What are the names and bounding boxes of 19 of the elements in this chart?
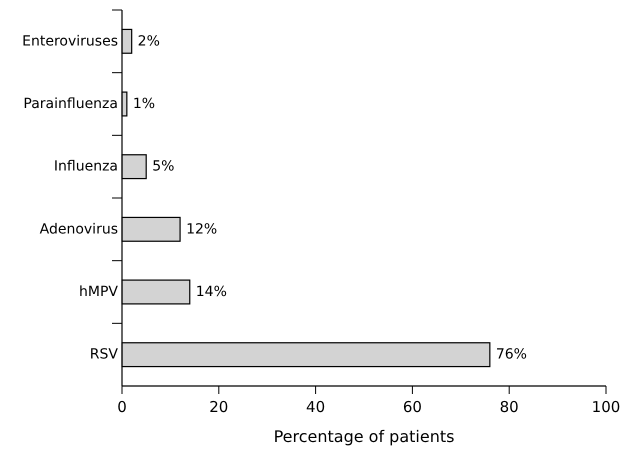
- data-label: 1%: [132, 96, 156, 112]
- x-tick-label: 0: [117, 398, 127, 416]
- y-tick-label: Influenza: [54, 158, 118, 175]
- y-tick-label: Enteroviruses: [22, 33, 118, 50]
- x-axis-title: Percentage of patients: [274, 427, 454, 446]
- y-tick-label: RSV: [90, 346, 118, 363]
- data-label: 5%: [152, 158, 174, 175]
- x-tick-label: 20: [209, 398, 228, 416]
- x-tick-label: 40: [306, 398, 326, 416]
- x-tick-label: 100: [592, 398, 620, 416]
- data-label: 12%: [186, 221, 218, 238]
- data-label: 2%: [138, 33, 160, 50]
- data-label: 76%: [496, 346, 527, 363]
- x-tick-label: 60: [402, 398, 422, 416]
- data-label: 14%: [196, 284, 227, 300]
- y-tick-label: hMPV: [79, 284, 118, 300]
- y-tick-label: Adenovirus: [40, 221, 118, 238]
- x-tick-label: 80: [500, 398, 519, 416]
- y-tick-label: Parainfluenza: [23, 96, 118, 112]
